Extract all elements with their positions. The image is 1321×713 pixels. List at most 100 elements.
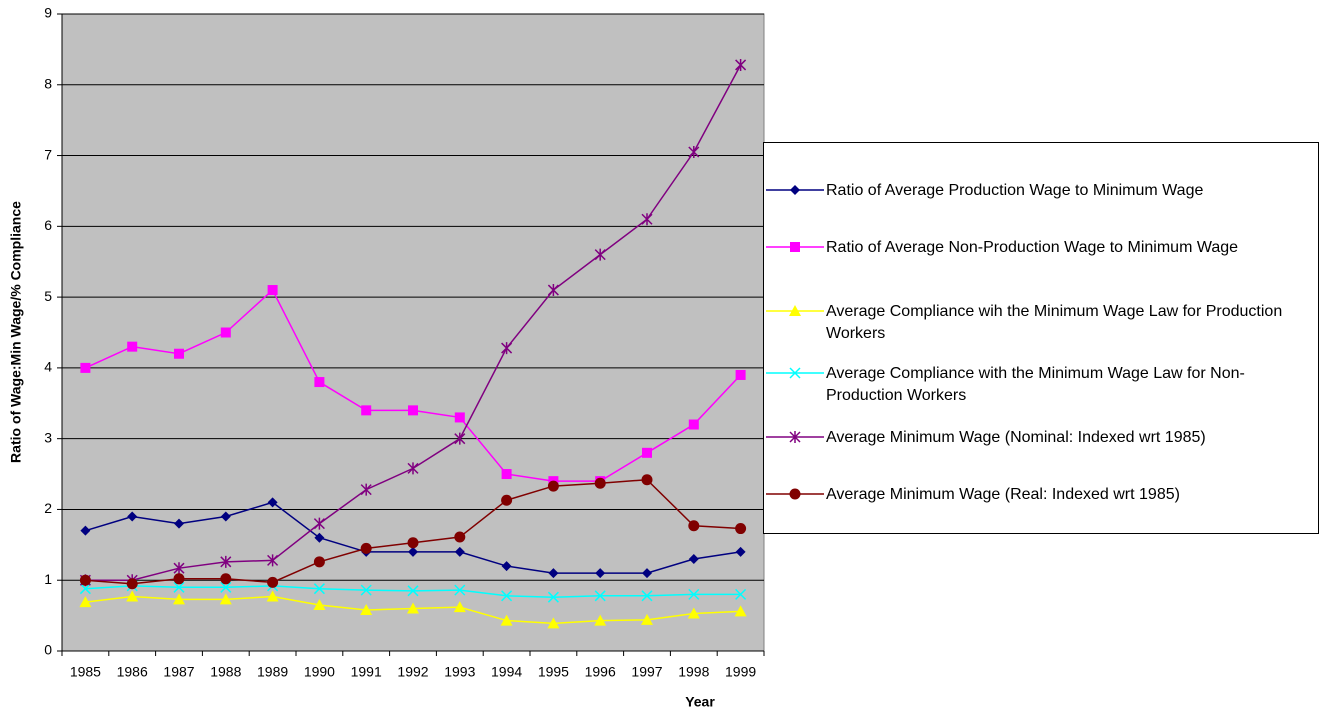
marker	[501, 494, 513, 506]
marker	[453, 601, 466, 613]
marker	[360, 483, 372, 496]
legend: Ratio of Average Production Wage to Mini…	[763, 142, 1319, 534]
y-axis-label: Ratio of Wage:Min Wage/% Compliance	[8, 201, 24, 463]
marker	[360, 542, 372, 554]
legend-marker	[766, 431, 824, 443]
y-tick-label: 7	[44, 146, 52, 162]
marker	[735, 58, 747, 71]
marker	[313, 598, 326, 610]
marker	[174, 518, 184, 529]
x-tick-label: 1990	[304, 664, 335, 680]
marker	[79, 596, 92, 608]
marker	[360, 584, 372, 596]
x-tick-label: 1995	[538, 664, 569, 680]
marker	[735, 523, 747, 535]
marker	[313, 517, 325, 530]
marker	[789, 367, 801, 379]
marker	[454, 531, 466, 543]
marker	[790, 242, 800, 252]
marker	[314, 532, 325, 543]
legend-marker	[766, 242, 824, 252]
marker	[407, 462, 419, 475]
marker	[641, 590, 653, 602]
x-tick-label: 1994	[491, 664, 522, 680]
marker	[594, 614, 607, 626]
marker	[501, 469, 512, 480]
x-tick-label: 1992	[397, 664, 428, 680]
marker	[688, 553, 699, 564]
legend-marker	[766, 305, 824, 316]
x-tick-label: 1998	[678, 664, 709, 680]
y-tick-label: 1	[44, 571, 52, 587]
marker	[641, 474, 653, 486]
y-tick-label: 0	[44, 642, 52, 658]
marker	[688, 520, 700, 532]
marker	[687, 607, 700, 619]
marker	[220, 327, 231, 338]
marker	[80, 362, 91, 373]
legend-label: Average Compliance wih the Minimum Wage …	[826, 303, 1283, 342]
marker	[547, 591, 559, 603]
marker	[454, 432, 466, 445]
marker	[595, 568, 606, 579]
marker	[642, 447, 652, 458]
marker	[594, 477, 606, 489]
marker	[501, 561, 512, 572]
y-tick-label: 4	[44, 359, 52, 375]
legend-marker	[766, 488, 824, 500]
marker	[501, 342, 513, 355]
marker	[173, 593, 185, 605]
marker	[127, 341, 138, 352]
legend-label: Average Minimum Wage (Nominal: Indexed w…	[826, 429, 1206, 446]
marker	[79, 583, 91, 595]
legend-label: Ratio of Average Non-Production Wage to …	[826, 239, 1239, 256]
y-tick-label: 5	[44, 288, 52, 304]
marker	[80, 525, 91, 536]
marker	[360, 603, 373, 615]
marker	[500, 614, 513, 626]
x-tick-label: 1997	[631, 664, 662, 680]
marker	[267, 497, 278, 508]
marker	[126, 590, 139, 602]
legend-marker	[766, 185, 824, 195]
marker	[641, 613, 653, 625]
marker	[789, 305, 801, 316]
marker	[789, 488, 801, 500]
marker	[594, 248, 606, 261]
marker	[407, 537, 419, 549]
legend-label: Ratio of Average Production Wage to Mini…	[826, 182, 1204, 199]
marker	[173, 562, 185, 575]
marker	[408, 546, 418, 557]
marker	[79, 574, 91, 586]
marker	[314, 377, 325, 388]
marker	[454, 546, 465, 557]
marker	[220, 555, 232, 568]
x-tick-label: 1987	[163, 664, 194, 680]
marker	[220, 573, 232, 585]
marker	[547, 284, 559, 297]
legend-marker	[766, 367, 824, 379]
marker	[735, 369, 746, 380]
marker	[454, 412, 465, 423]
y-tick-label: 2	[44, 500, 52, 516]
marker	[688, 146, 700, 159]
y-tick-label: 9	[44, 5, 52, 21]
marker	[454, 584, 466, 596]
legend-label: Average Minimum Wage (Real: Indexed wrt …	[826, 486, 1180, 503]
x-tick-label: 1996	[585, 664, 616, 680]
marker	[735, 546, 746, 557]
x-tick-label: 1991	[351, 664, 382, 680]
marker	[547, 480, 559, 492]
marker	[735, 588, 747, 600]
y-tick-label: 3	[44, 429, 52, 445]
marker	[407, 585, 419, 597]
marker	[126, 578, 138, 590]
marker	[267, 554, 279, 567]
x-tick-label: 1986	[117, 664, 148, 680]
marker	[361, 405, 372, 416]
marker	[127, 511, 138, 522]
marker	[220, 581, 232, 593]
x-axis-label: Year	[685, 694, 715, 710]
